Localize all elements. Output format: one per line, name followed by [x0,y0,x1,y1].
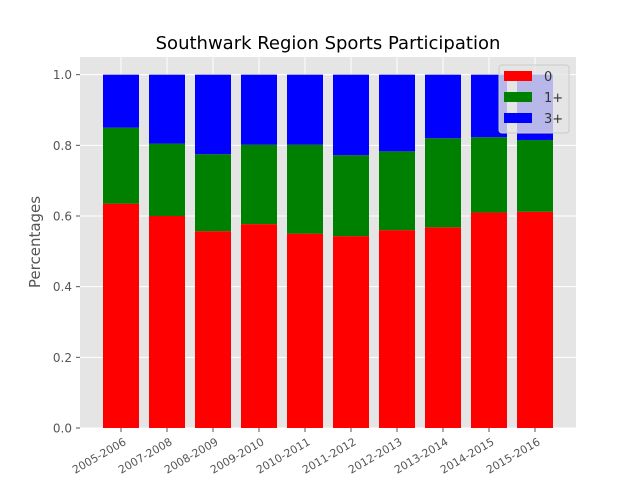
bar-segment-1plus-2005-2006 [103,127,139,204]
bar-segment-1plus-2015-2016 [517,140,553,212]
bars-group [103,74,553,428]
y-tick-label: 0.0 [53,422,72,436]
bar-segment-0-2007-2008 [149,216,185,428]
bar-segment-1plus-2011-2012 [333,155,369,237]
bar-segment-3plus-2011-2012 [333,74,369,156]
bar-segment-1plus-2012-2013 [379,151,415,231]
bar-segment-0-2010-2011 [287,233,323,428]
legend-swatch [504,92,532,102]
y-tick-label: 0.2 [53,351,72,365]
legend-swatch [504,113,532,123]
bar-segment-1plus-2010-2011 [287,144,323,234]
y-tick-label: 0.8 [53,139,72,153]
legend-label: 0 [544,70,552,85]
legend-label: 1+ [544,91,563,106]
bar-segment-0-2009-2010 [241,224,277,428]
bar-segment-0-2008-2009 [195,231,231,428]
bar-segment-3plus-2013-2014 [425,74,461,139]
bar-segment-0-2014-2015 [471,212,507,428]
x-axis-ticks: 2005-20062007-20082008-20092009-20102010… [70,428,543,477]
legend: 0 1+ 3+ [498,64,570,134]
bar-segment-3plus-2010-2011 [287,74,323,145]
bar-segment-0-2005-2006 [103,203,139,428]
bar-segment-3plus-2008-2009 [195,74,231,155]
bar-segment-3plus-2007-2008 [149,74,185,144]
y-tick-label: 1.0 [53,68,72,82]
legend-swatch [504,71,532,81]
chart-title: Southwark Region Sports Participation [156,33,501,54]
bar-segment-1plus-2008-2009 [195,154,231,232]
bar-segment-0-2015-2016 [517,211,553,428]
y-axis-ticks: 0.0 0.2 0.4 0.6 0.8 1.0 [53,68,80,436]
bar-segment-0-2013-2014 [425,227,461,428]
bar-segment-1plus-2009-2010 [241,144,277,225]
bar-segment-1plus-2014-2015 [471,137,507,213]
bar-segment-3plus-2012-2013 [379,74,415,152]
bar-segment-3plus-2009-2010 [241,74,277,145]
bar-segment-3plus-2005-2006 [103,74,139,128]
legend-label: 3+ [544,112,563,127]
y-tick-label: 0.4 [53,280,72,294]
y-tick-label: 0.6 [53,210,72,224]
bar-segment-0-2011-2012 [333,236,369,428]
y-axis-label: Percentages [26,196,44,288]
bar-segment-1plus-2013-2014 [425,138,461,228]
bar-segment-0-2012-2013 [379,230,415,428]
bar-segment-1plus-2007-2008 [149,143,185,216]
